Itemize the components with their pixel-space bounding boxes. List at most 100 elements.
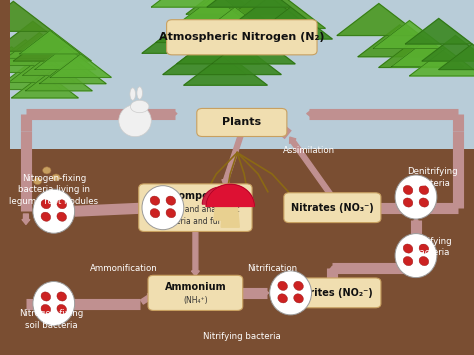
Polygon shape [0, 1, 53, 31]
Text: Plants: Plants [222, 118, 261, 127]
Text: Nitrification: Nitrification [247, 263, 297, 273]
Ellipse shape [403, 198, 413, 207]
Ellipse shape [294, 281, 303, 290]
Ellipse shape [130, 88, 136, 100]
Ellipse shape [419, 257, 428, 266]
Polygon shape [151, 0, 235, 7]
Polygon shape [191, 21, 274, 53]
FancyBboxPatch shape [139, 184, 252, 231]
Ellipse shape [278, 281, 287, 290]
Polygon shape [39, 58, 106, 84]
Ellipse shape [41, 200, 51, 209]
Ellipse shape [52, 174, 60, 181]
FancyBboxPatch shape [284, 278, 381, 308]
Ellipse shape [57, 292, 66, 301]
Polygon shape [422, 36, 474, 61]
Text: Ammonium: Ammonium [164, 282, 226, 292]
Polygon shape [358, 25, 441, 57]
Ellipse shape [166, 209, 176, 218]
Ellipse shape [403, 244, 413, 253]
Polygon shape [205, 11, 288, 43]
Polygon shape [439, 44, 474, 70]
Bar [9, 0, 474, 149]
Polygon shape [410, 48, 474, 76]
Polygon shape [23, 50, 90, 75]
Ellipse shape [395, 234, 437, 278]
Ellipse shape [57, 305, 66, 313]
Polygon shape [9, 57, 75, 82]
Ellipse shape [419, 198, 428, 207]
Polygon shape [156, 11, 239, 43]
Ellipse shape [33, 189, 75, 233]
Ellipse shape [419, 244, 428, 253]
Ellipse shape [419, 185, 428, 195]
Ellipse shape [119, 105, 151, 137]
Polygon shape [221, 207, 239, 227]
Ellipse shape [270, 271, 311, 315]
Polygon shape [50, 54, 111, 77]
Text: Nitrifying bacteria: Nitrifying bacteria [203, 332, 281, 341]
Ellipse shape [150, 196, 160, 205]
Polygon shape [198, 43, 281, 75]
Text: Nitrites (NO₂⁻): Nitrites (NO₂⁻) [292, 288, 372, 298]
Ellipse shape [33, 178, 42, 185]
Polygon shape [186, 0, 298, 14]
Text: Atmospheric Nitrogen (N₂): Atmospheric Nitrogen (N₂) [159, 32, 325, 42]
Polygon shape [163, 43, 246, 75]
Ellipse shape [41, 292, 51, 301]
Ellipse shape [41, 305, 51, 313]
Polygon shape [214, 0, 326, 28]
Polygon shape [0, 40, 59, 65]
Polygon shape [337, 4, 420, 36]
Text: Ammonification: Ammonification [90, 263, 157, 273]
Ellipse shape [41, 212, 51, 221]
Polygon shape [11, 72, 78, 98]
Text: Nitrates (NO₃⁻): Nitrates (NO₃⁻) [291, 203, 374, 213]
Polygon shape [35, 46, 96, 70]
Polygon shape [379, 36, 463, 67]
Text: Nitrogen-fixing
bacteria living in
legume root nodules: Nitrogen-fixing bacteria living in legum… [9, 174, 98, 206]
Polygon shape [177, 32, 260, 64]
Text: (NH₄⁺): (NH₄⁺) [183, 296, 208, 305]
Polygon shape [0, 47, 45, 72]
Ellipse shape [395, 175, 437, 219]
Polygon shape [207, 0, 291, 7]
FancyBboxPatch shape [197, 108, 287, 136]
Polygon shape [0, 64, 62, 89]
Polygon shape [373, 21, 446, 48]
Ellipse shape [166, 196, 176, 205]
Text: Denitrifying
Bacteria: Denitrifying Bacteria [407, 168, 457, 187]
Ellipse shape [57, 200, 66, 209]
Ellipse shape [403, 185, 413, 195]
Polygon shape [392, 39, 464, 67]
Text: (aerobic and anaerobic
bacteria and fungi): (aerobic and anaerobic bacteria and fung… [151, 206, 240, 225]
Text: Nitrogen-fixing
soil bacteria: Nitrogen-fixing soil bacteria [19, 310, 83, 329]
Polygon shape [206, 184, 255, 207]
Ellipse shape [33, 282, 75, 326]
Text: Assimilation: Assimilation [283, 146, 335, 155]
Polygon shape [170, 0, 254, 32]
Polygon shape [193, 7, 277, 39]
Polygon shape [228, 0, 311, 28]
Ellipse shape [403, 257, 413, 266]
Ellipse shape [130, 100, 149, 113]
Polygon shape [172, 0, 256, 28]
Ellipse shape [142, 186, 184, 230]
Polygon shape [214, 204, 228, 220]
Polygon shape [142, 21, 226, 53]
Polygon shape [6, 33, 73, 58]
Polygon shape [202, 187, 239, 204]
FancyBboxPatch shape [284, 193, 381, 223]
Ellipse shape [278, 294, 287, 303]
Ellipse shape [150, 209, 160, 218]
Polygon shape [184, 53, 267, 85]
Bar [9, 149, 474, 355]
Ellipse shape [294, 294, 303, 303]
Text: Nitrifying
bacteria: Nitrifying bacteria [412, 237, 452, 257]
FancyBboxPatch shape [148, 275, 243, 310]
Polygon shape [212, 32, 295, 64]
Ellipse shape [137, 87, 143, 99]
Ellipse shape [57, 212, 66, 221]
Polygon shape [13, 31, 91, 61]
Polygon shape [405, 18, 472, 44]
